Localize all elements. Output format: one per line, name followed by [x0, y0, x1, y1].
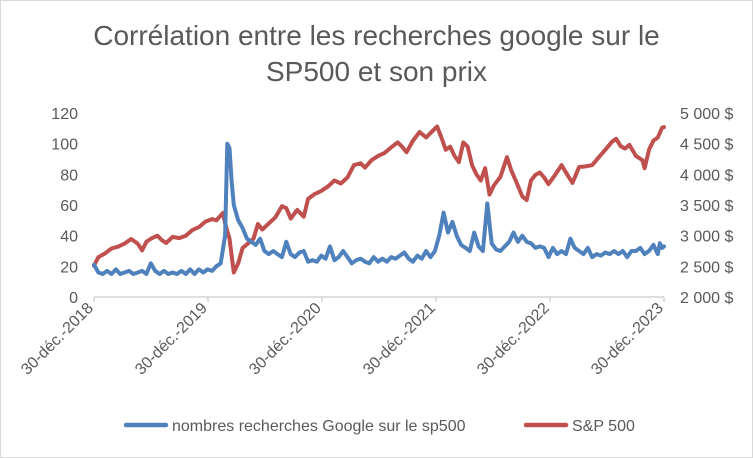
x-tick-label: 30-déc.-2023 [588, 300, 667, 379]
legend-label-sp500: S&P 500 [572, 418, 635, 435]
y-left-tick-label: 80 [60, 167, 78, 184]
legend-label-google-searches: nombres recherches Google sur le sp500 [172, 418, 466, 435]
chart-title: Corrélation entre les recherches google … [0, 18, 753, 90]
x-tick-label: 30-déc.-2022 [474, 300, 553, 379]
y-left-tick-label: 40 [60, 229, 78, 246]
y-left-tick-label: 20 [60, 259, 78, 276]
x-tick-label: 30-déc.-2021 [360, 300, 439, 379]
axes [93, 296, 665, 302]
y-right-tick-label: 4 000 $ [680, 167, 733, 184]
series-layer [92, 124, 666, 276]
series-line-sp500 [92, 124, 666, 275]
series-line-google-searches [92, 141, 666, 276]
y-left-tick-label: 60 [60, 198, 78, 215]
y-left-tick-label: 100 [51, 137, 78, 154]
y-left-tick-label: 0 [69, 290, 78, 307]
y-left-tick-label: 120 [51, 106, 78, 123]
legend: nombres recherches Google sur le sp500 S… [123, 418, 635, 435]
x-tick-label: 30-déc.-2019 [132, 300, 211, 379]
y-right-tick-label: 2 500 $ [680, 259, 733, 276]
y-right-tick-label: 4 500 $ [680, 137, 733, 154]
x-tick-label: 30-déc.-2020 [246, 300, 325, 379]
chart-title-line-1: Corrélation entre les recherches google … [93, 20, 660, 51]
chart-title-line-2: SP500 et son prix [265, 56, 488, 87]
y-right-tick-label: 2 000 $ [680, 290, 733, 307]
y-right-tick-label: 3 000 $ [680, 229, 733, 246]
y-right-tick-label: 5 000 $ [680, 106, 733, 123]
x-tick-label: 30-déc.-2018 [18, 300, 97, 379]
y-right-tick-label: 3 500 $ [680, 198, 733, 215]
